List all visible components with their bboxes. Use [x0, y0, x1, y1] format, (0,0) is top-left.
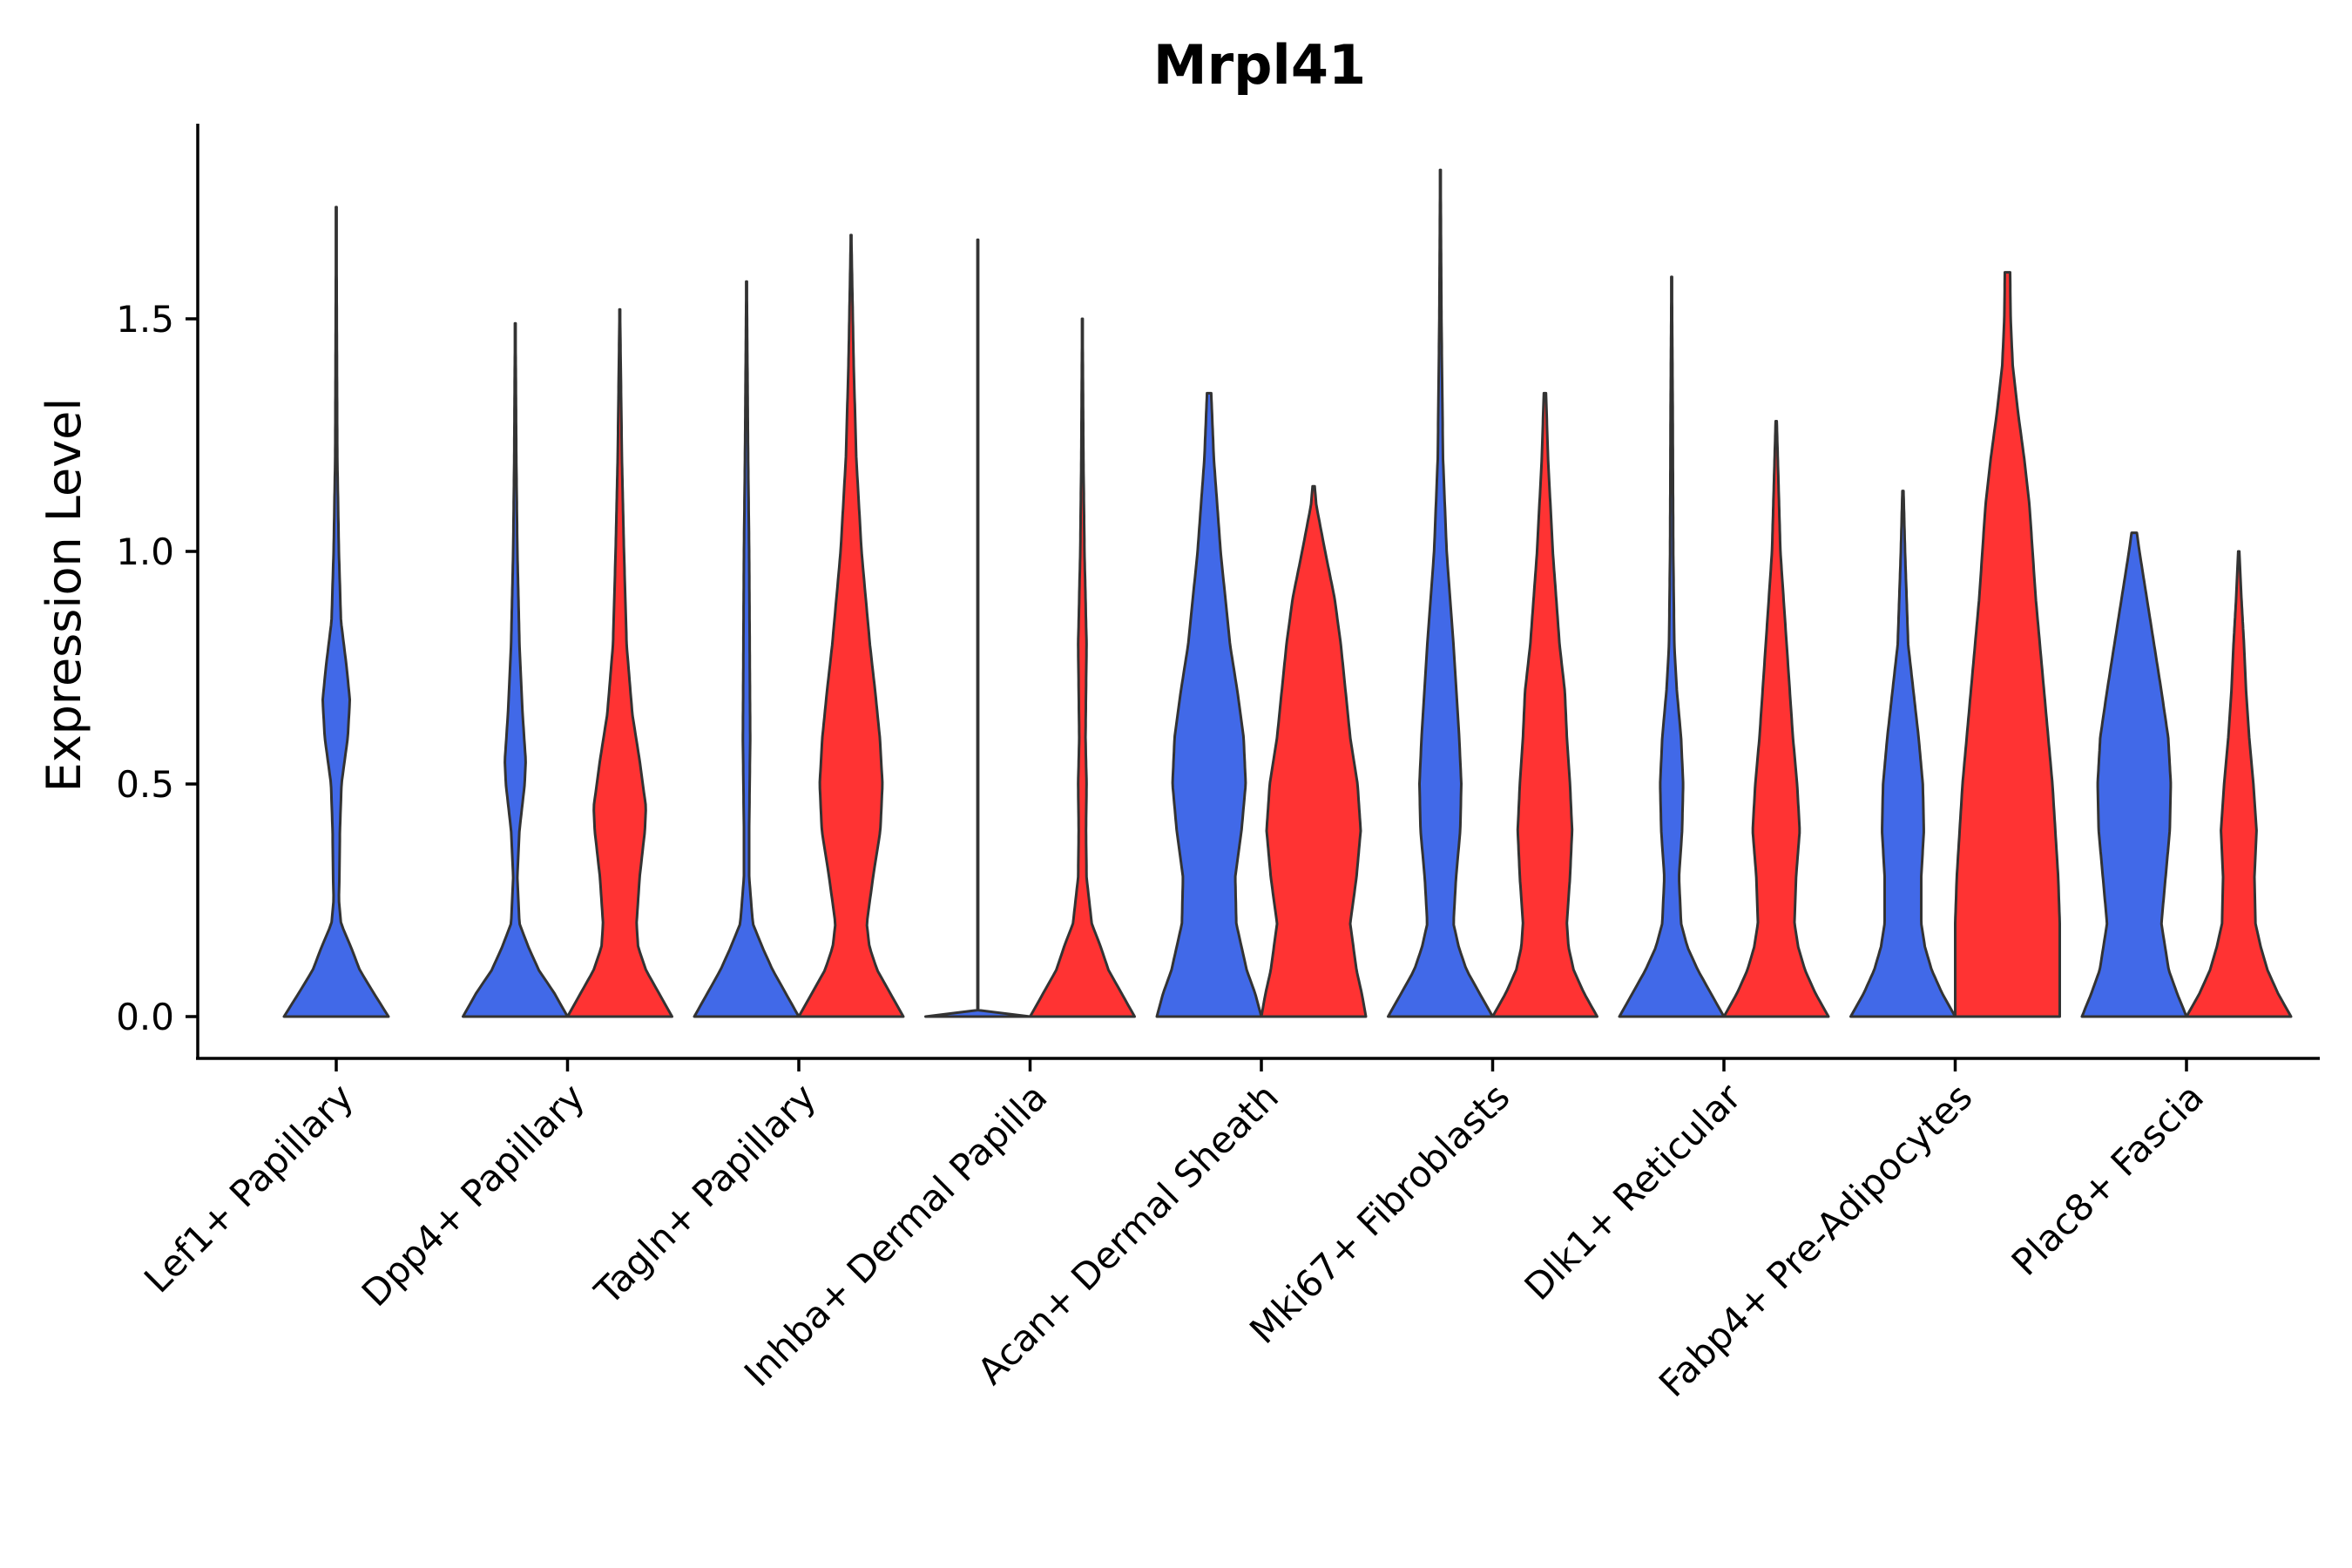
violin-blue-0 [282, 206, 390, 1018]
x-tick-label: Mki67+ Fibroblasts [1241, 1075, 1517, 1351]
violin-blue-3 [924, 238, 1031, 1018]
violin-red-1 [566, 308, 673, 1018]
x-tick-label: Dpp4+ Papillary [354, 1075, 593, 1315]
y-tick-label: 1.5 [116, 298, 174, 341]
x-tick-label: Tagln+ Papillary [586, 1075, 824, 1313]
x-tick-label: Dlk1+ Reticular [1517, 1075, 1750, 1308]
violin-red-7 [1954, 271, 2061, 1018]
violin-blue-5 [1387, 168, 1494, 1018]
y-axis-label: Expression Level [37, 398, 91, 793]
x-tick-label: Lef1+ Papillary [136, 1075, 362, 1301]
violin-blue-1 [462, 321, 569, 1018]
violin-red-5 [1491, 391, 1598, 1018]
violin-red-6 [1722, 420, 1830, 1018]
violin-blue-2 [693, 280, 801, 1018]
y-tick-label: 1.0 [116, 531, 174, 573]
violins-group [282, 168, 2293, 1018]
x-tick-label: Plac8+ Fascia [2004, 1075, 2212, 1283]
violin-red-2 [797, 233, 905, 1018]
violin-blue-7 [1849, 490, 1957, 1018]
y-tick-label: 0.0 [116, 996, 174, 1038]
violin-blue-8 [2080, 531, 2188, 1018]
chart-title: Mrpl41 [1153, 33, 1366, 97]
violin-blue-4 [1155, 391, 1263, 1018]
violin-red-3 [1029, 317, 1136, 1018]
y-tick-label: 0.5 [116, 763, 174, 806]
y-axis-ticks: 0.0 0.5 1.0 1.5 [116, 298, 198, 1038]
violin-red-8 [2185, 550, 2293, 1018]
violin-blue-6 [1618, 275, 1726, 1018]
violin-red-4 [1260, 484, 1368, 1018]
